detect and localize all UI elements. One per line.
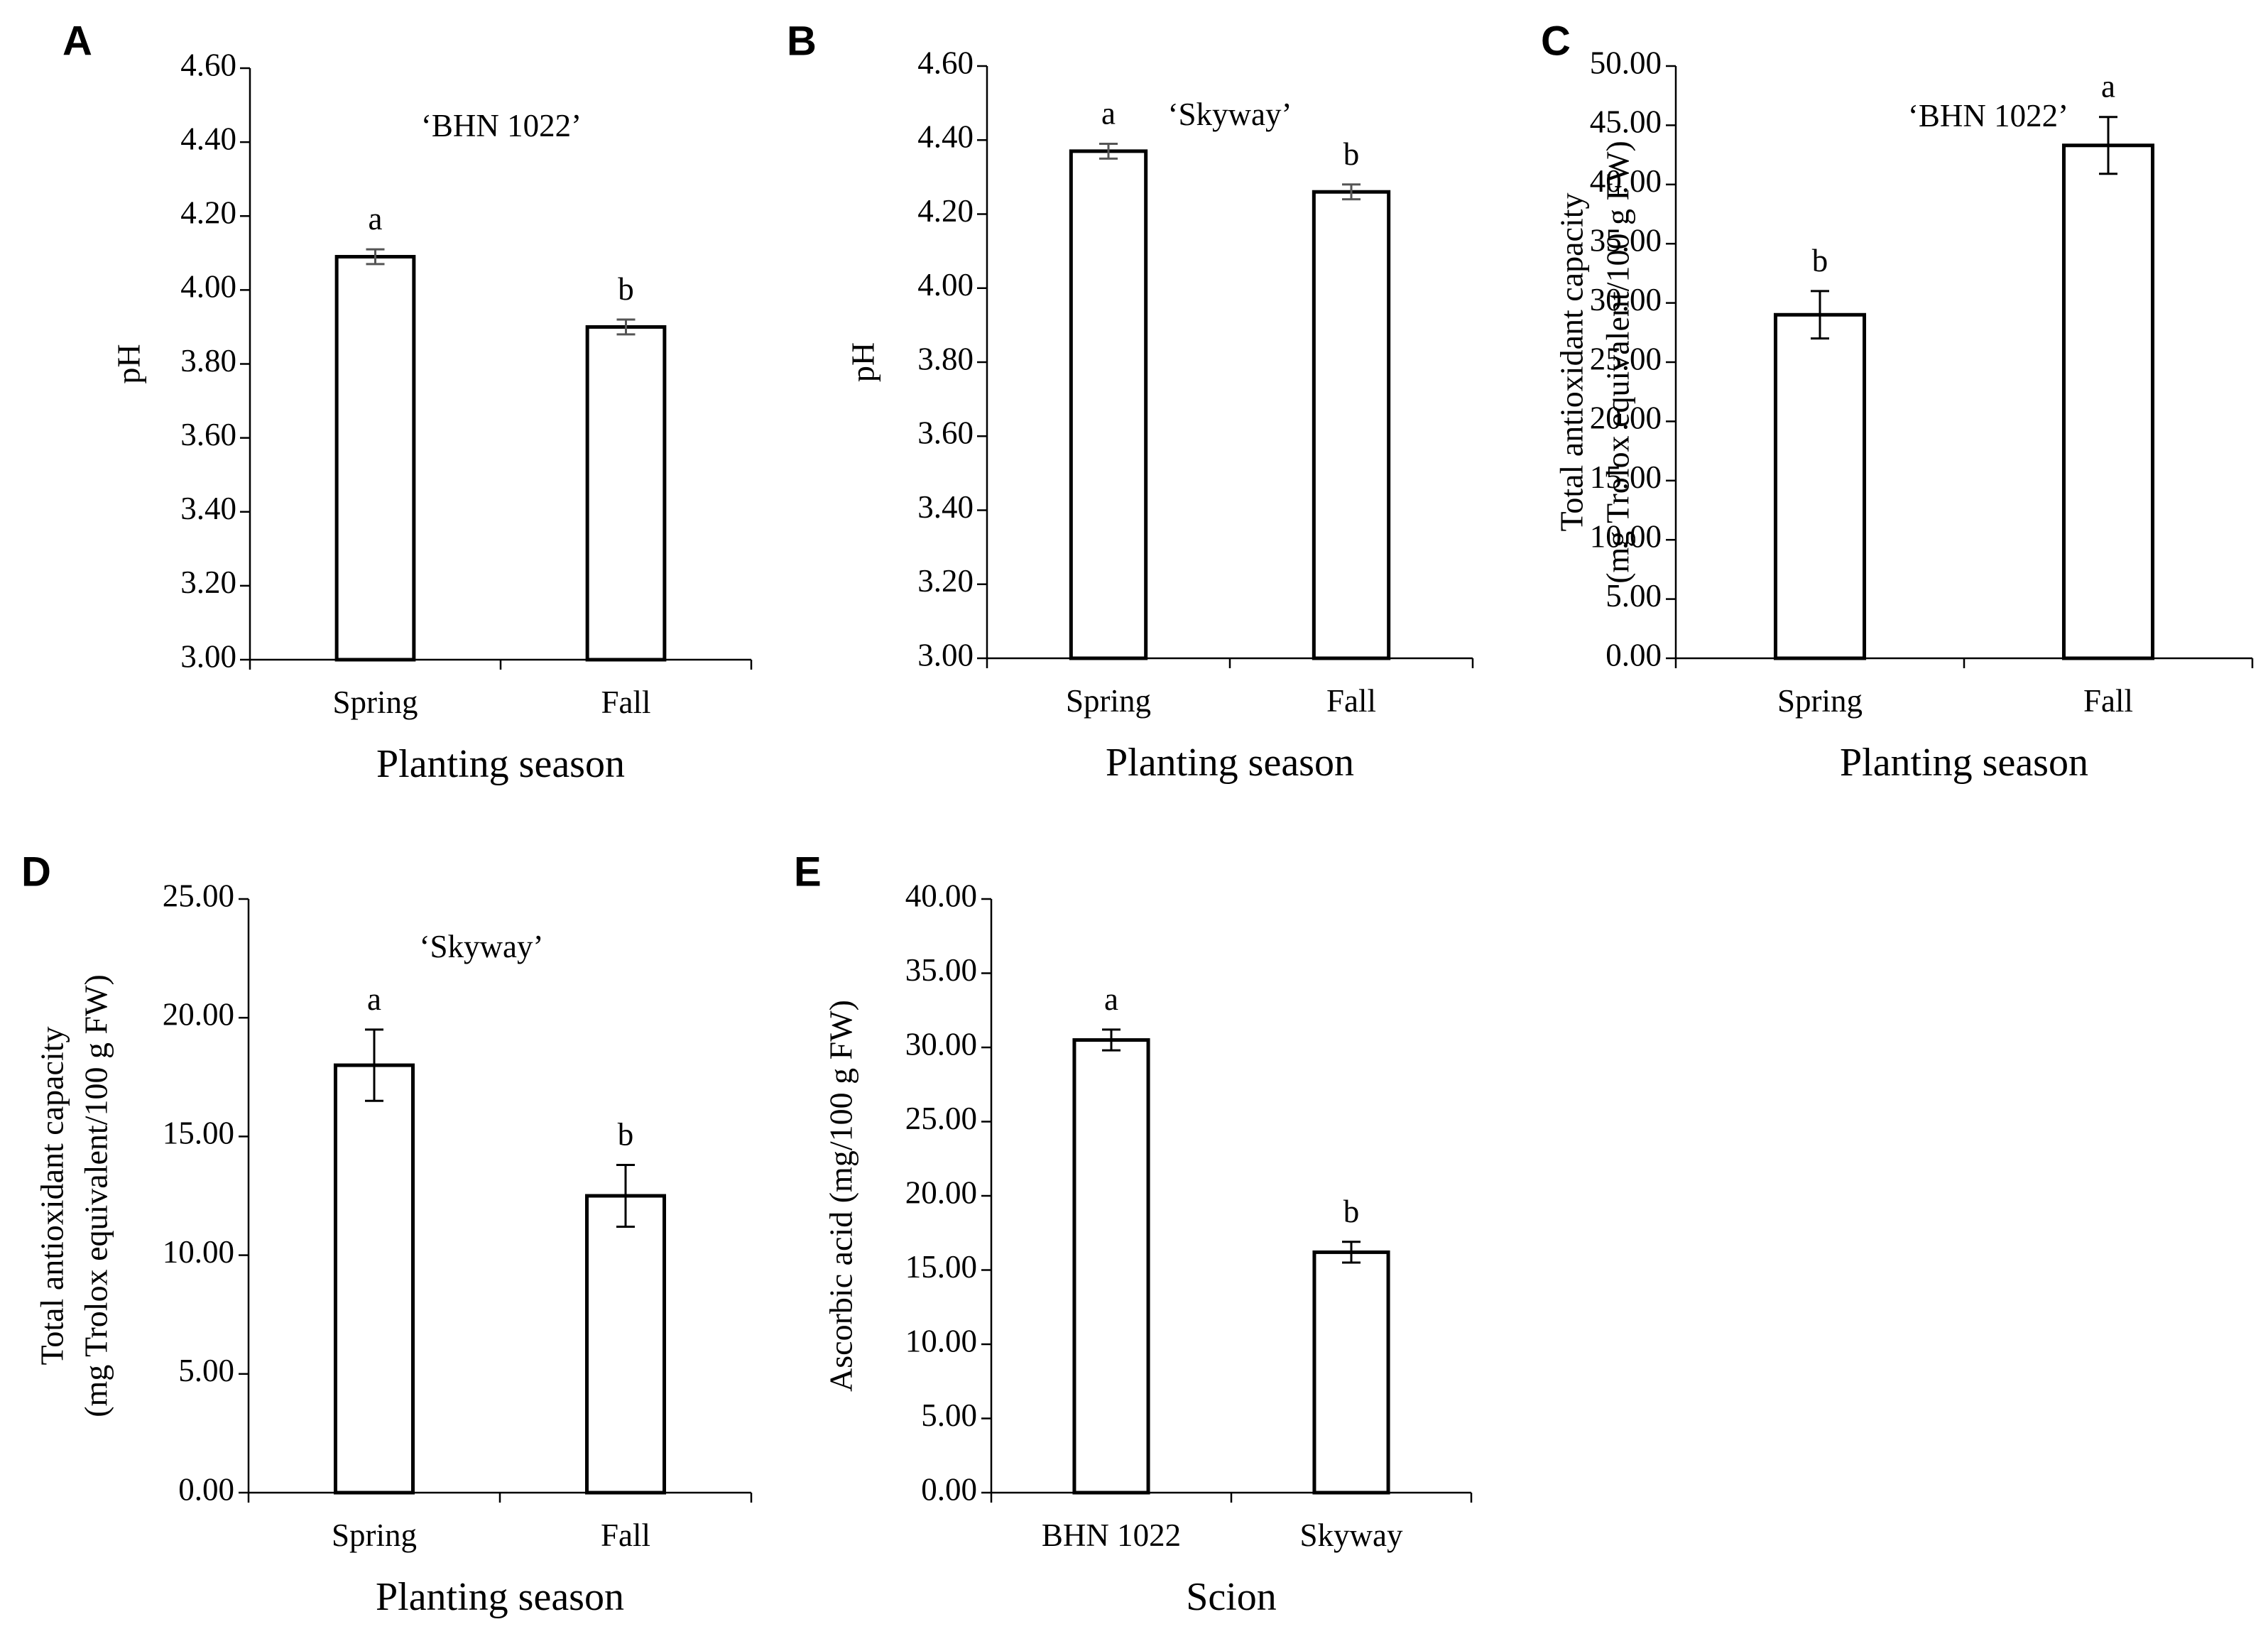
panel-letter: E	[794, 849, 822, 895]
panel-letter: A	[62, 18, 92, 64]
significance-letter: b	[618, 1117, 634, 1153]
chart-panel-a: A 3.00 3.20 3.40 3.60 3.80 4.00 4.20 4.40 4.60 a Sp…	[62, 18, 751, 786]
panel-letter: D	[21, 849, 51, 895]
x-axis-title: Planting season	[1106, 741, 1354, 785]
y-tick-label: 0.00	[1605, 637, 1662, 672]
y-tick-label: 3.40	[917, 489, 974, 525]
x-axis-title: Planting season	[1840, 741, 2088, 785]
y-tick-label: 35.00	[905, 952, 977, 988]
x-axis-title: Planting season	[376, 1575, 624, 1619]
y-tick-label: 4.40	[180, 121, 236, 156]
y-tick-label: 3.20	[917, 563, 974, 599]
y-tick-label: 3.60	[180, 417, 236, 452]
significance-letter: a	[369, 201, 383, 236]
y-tick-label: 4.20	[180, 195, 236, 231]
bar	[1071, 151, 1145, 658]
bar	[1314, 192, 1388, 658]
bar	[587, 1196, 664, 1493]
y-tick-label: 25.00	[905, 1101, 977, 1136]
bar	[1074, 1040, 1148, 1493]
y-tick-label: 4.00	[917, 267, 974, 303]
y-tick-label: 3.60	[917, 415, 974, 451]
y-tick-label: 4.20	[917, 193, 974, 229]
y-tick-label: 15.00	[905, 1249, 977, 1285]
y-tick-label: 0.00	[178, 1471, 234, 1507]
panel-subtitle: ‘Skyway’	[1168, 97, 1292, 132]
y-tick-label: 3.00	[917, 637, 974, 672]
y-tick-label: 20.00	[905, 1175, 977, 1210]
x-category-label: Spring	[1066, 683, 1151, 719]
chart-panel-d: D 0.00 5.00 10.00 15.00 20.00 25.00 a Spring b Fal…	[21, 849, 751, 1619]
y-tick-label: 3.00	[180, 638, 236, 674]
significance-letter: b	[618, 271, 634, 307]
bar	[2063, 146, 2152, 658]
significance-letter: a	[1104, 981, 1118, 1017]
panel-subtitle: ‘BHN 1022’	[421, 108, 582, 143]
panel-subtitle: ‘BHN 1022’	[1908, 98, 2068, 134]
y-tick-label: 50.00	[1590, 45, 1662, 80]
panel-letter: B	[787, 18, 817, 64]
y-axis-title: (mg Trolox equivalent/100 g FW)	[1600, 141, 1636, 584]
y-tick-label: 45.00	[1590, 104, 1662, 140]
x-category-label: Spring	[1777, 683, 1863, 719]
y-axis-title: Total antioxidant capacity	[34, 1026, 70, 1365]
significance-letter: a	[1101, 95, 1116, 131]
y-tick-label: 4.40	[917, 119, 974, 155]
significance-letter: a	[367, 981, 381, 1017]
y-tick-label: 4.60	[917, 45, 974, 80]
y-axis-title: Total antioxidant capacity	[1554, 192, 1590, 531]
chart-panel-c: C 0.00 5.00 10.00 15.00 20.00 25.00 30.00 35.00 4…	[1541, 18, 2252, 785]
significance-letter: a	[2101, 69, 2115, 104]
y-tick-label: 0.00	[921, 1471, 977, 1507]
x-category-label: BHN 1022	[1042, 1518, 1181, 1553]
bar	[335, 1065, 413, 1493]
significance-letter: b	[1812, 243, 1828, 278]
x-category-label: Fall	[601, 685, 650, 720]
y-tick-label: 4.00	[180, 269, 236, 305]
y-tick-label: 15.00	[163, 1116, 234, 1151]
bar	[1314, 1252, 1388, 1493]
x-axis-title: Planting season	[376, 742, 625, 786]
y-axis-title: (mg Trolox equivalent/100 g FW)	[78, 974, 114, 1417]
y-axis-title: pH	[845, 342, 881, 382]
x-category-label: Spring	[332, 685, 418, 720]
y-tick-label: 30.00	[905, 1026, 977, 1062]
y-tick-label: 5.00	[921, 1398, 977, 1433]
y-axis-title: pH	[111, 344, 147, 383]
figure-canvas: A 3.00 3.20 3.40 3.60 3.80 4.00 4.20 4.40 4.60 a Sp…	[0, 0, 2268, 1629]
x-category-label: Skyway	[1300, 1518, 1403, 1553]
x-category-label: Fall	[601, 1518, 650, 1553]
x-category-label: Fall	[1326, 683, 1376, 719]
panel-subtitle: ‘Skyway’	[420, 929, 544, 964]
y-tick-label: 5.00	[178, 1353, 234, 1388]
y-tick-label: 3.20	[180, 565, 236, 600]
y-tick-label: 4.60	[180, 47, 236, 82]
bar	[337, 257, 414, 660]
y-tick-label: 10.00	[163, 1234, 234, 1270]
bar	[1775, 315, 1864, 658]
significance-letter: b	[1343, 1194, 1360, 1229]
y-tick-label: 3.80	[917, 341, 974, 376]
bar	[587, 327, 665, 660]
significance-letter: b	[1343, 136, 1360, 172]
y-tick-label: 3.40	[180, 491, 236, 526]
panel-letter: C	[1541, 18, 1571, 64]
y-tick-label: 10.00	[905, 1323, 977, 1358]
chart-panel-e: E 0.00 5.00 10.00 15.00 20.00 25.00 30.00 35.00 4…	[794, 849, 1471, 1619]
x-axis-title: Scion	[1186, 1575, 1277, 1619]
chart-panel-b: B 3.00 3.20 3.40 3.60 3.80 4.00 4.20 4.40 4.60 a Sp…	[787, 18, 1473, 785]
y-tick-label: 40.00	[905, 878, 977, 913]
y-tick-label: 25.00	[163, 878, 234, 913]
y-tick-label: 20.00	[163, 997, 234, 1033]
x-category-label: Spring	[332, 1518, 417, 1553]
y-tick-label: 3.80	[180, 343, 236, 378]
y-axis-title: Ascorbic acid (mg/100 g FW)	[823, 1000, 859, 1392]
x-category-label: Fall	[2083, 683, 2133, 719]
